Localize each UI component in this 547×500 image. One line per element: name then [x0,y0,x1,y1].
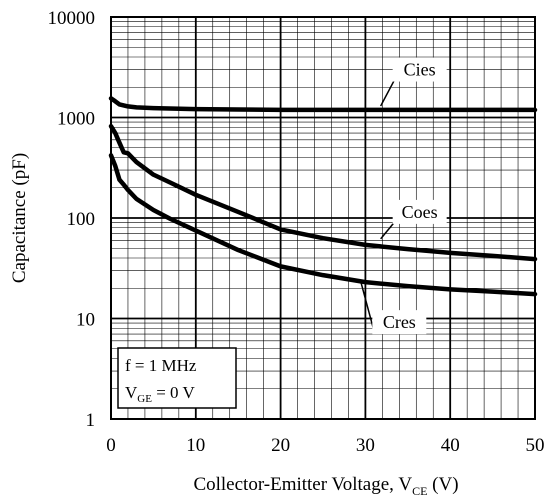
series-line-coes [108,123,538,262]
y-tick-label: 1000 [57,109,95,130]
series-label-coes: Coes [402,202,438,222]
annotation-frame [117,347,237,409]
y-axis-label: Capacitance (pF) [9,153,30,283]
x-tick-label: 10 [186,435,205,456]
series-lines [108,96,538,297]
series-label-cies: Cies [404,60,436,80]
series-labels: Cies Coes Cres [360,57,447,335]
series-line-cies [108,96,538,113]
x-axis-label: Collector-Emitter Voltage, VCE (V) [193,474,458,498]
y-tick-label: 10 [76,310,95,331]
annotation-vge: VGE = 0 V [125,383,195,405]
tick-labels: 0 10 20 30 40 50 1 10 100 1000 10000 [48,8,545,456]
label-bg-coes [392,199,447,224]
leader-line-coes [380,221,396,240]
x-tick-label: 50 [526,435,545,456]
series-line-cres [108,153,538,297]
label-bg-cies [392,57,447,82]
plot-frame [110,16,536,420]
annotation-frequency: f = 1 MHz [125,356,197,375]
y-tick-label: 1 [86,410,96,431]
y-tick-label: 10000 [48,8,96,29]
series-label-cres: Cres [383,312,416,332]
annotation-box: f = 1 MHz VGE = 0 V [117,347,237,409]
label-bg-cres [372,310,427,335]
grid [111,17,535,419]
x-tick-label: 20 [271,435,290,456]
leader-line-cres [360,282,376,333]
leader-line-cies [380,79,396,107]
x-tick-label: 0 [106,435,116,456]
y-tick-label: 100 [67,209,96,230]
x-tick-label: 40 [441,435,460,456]
x-tick-label: 30 [356,435,375,456]
